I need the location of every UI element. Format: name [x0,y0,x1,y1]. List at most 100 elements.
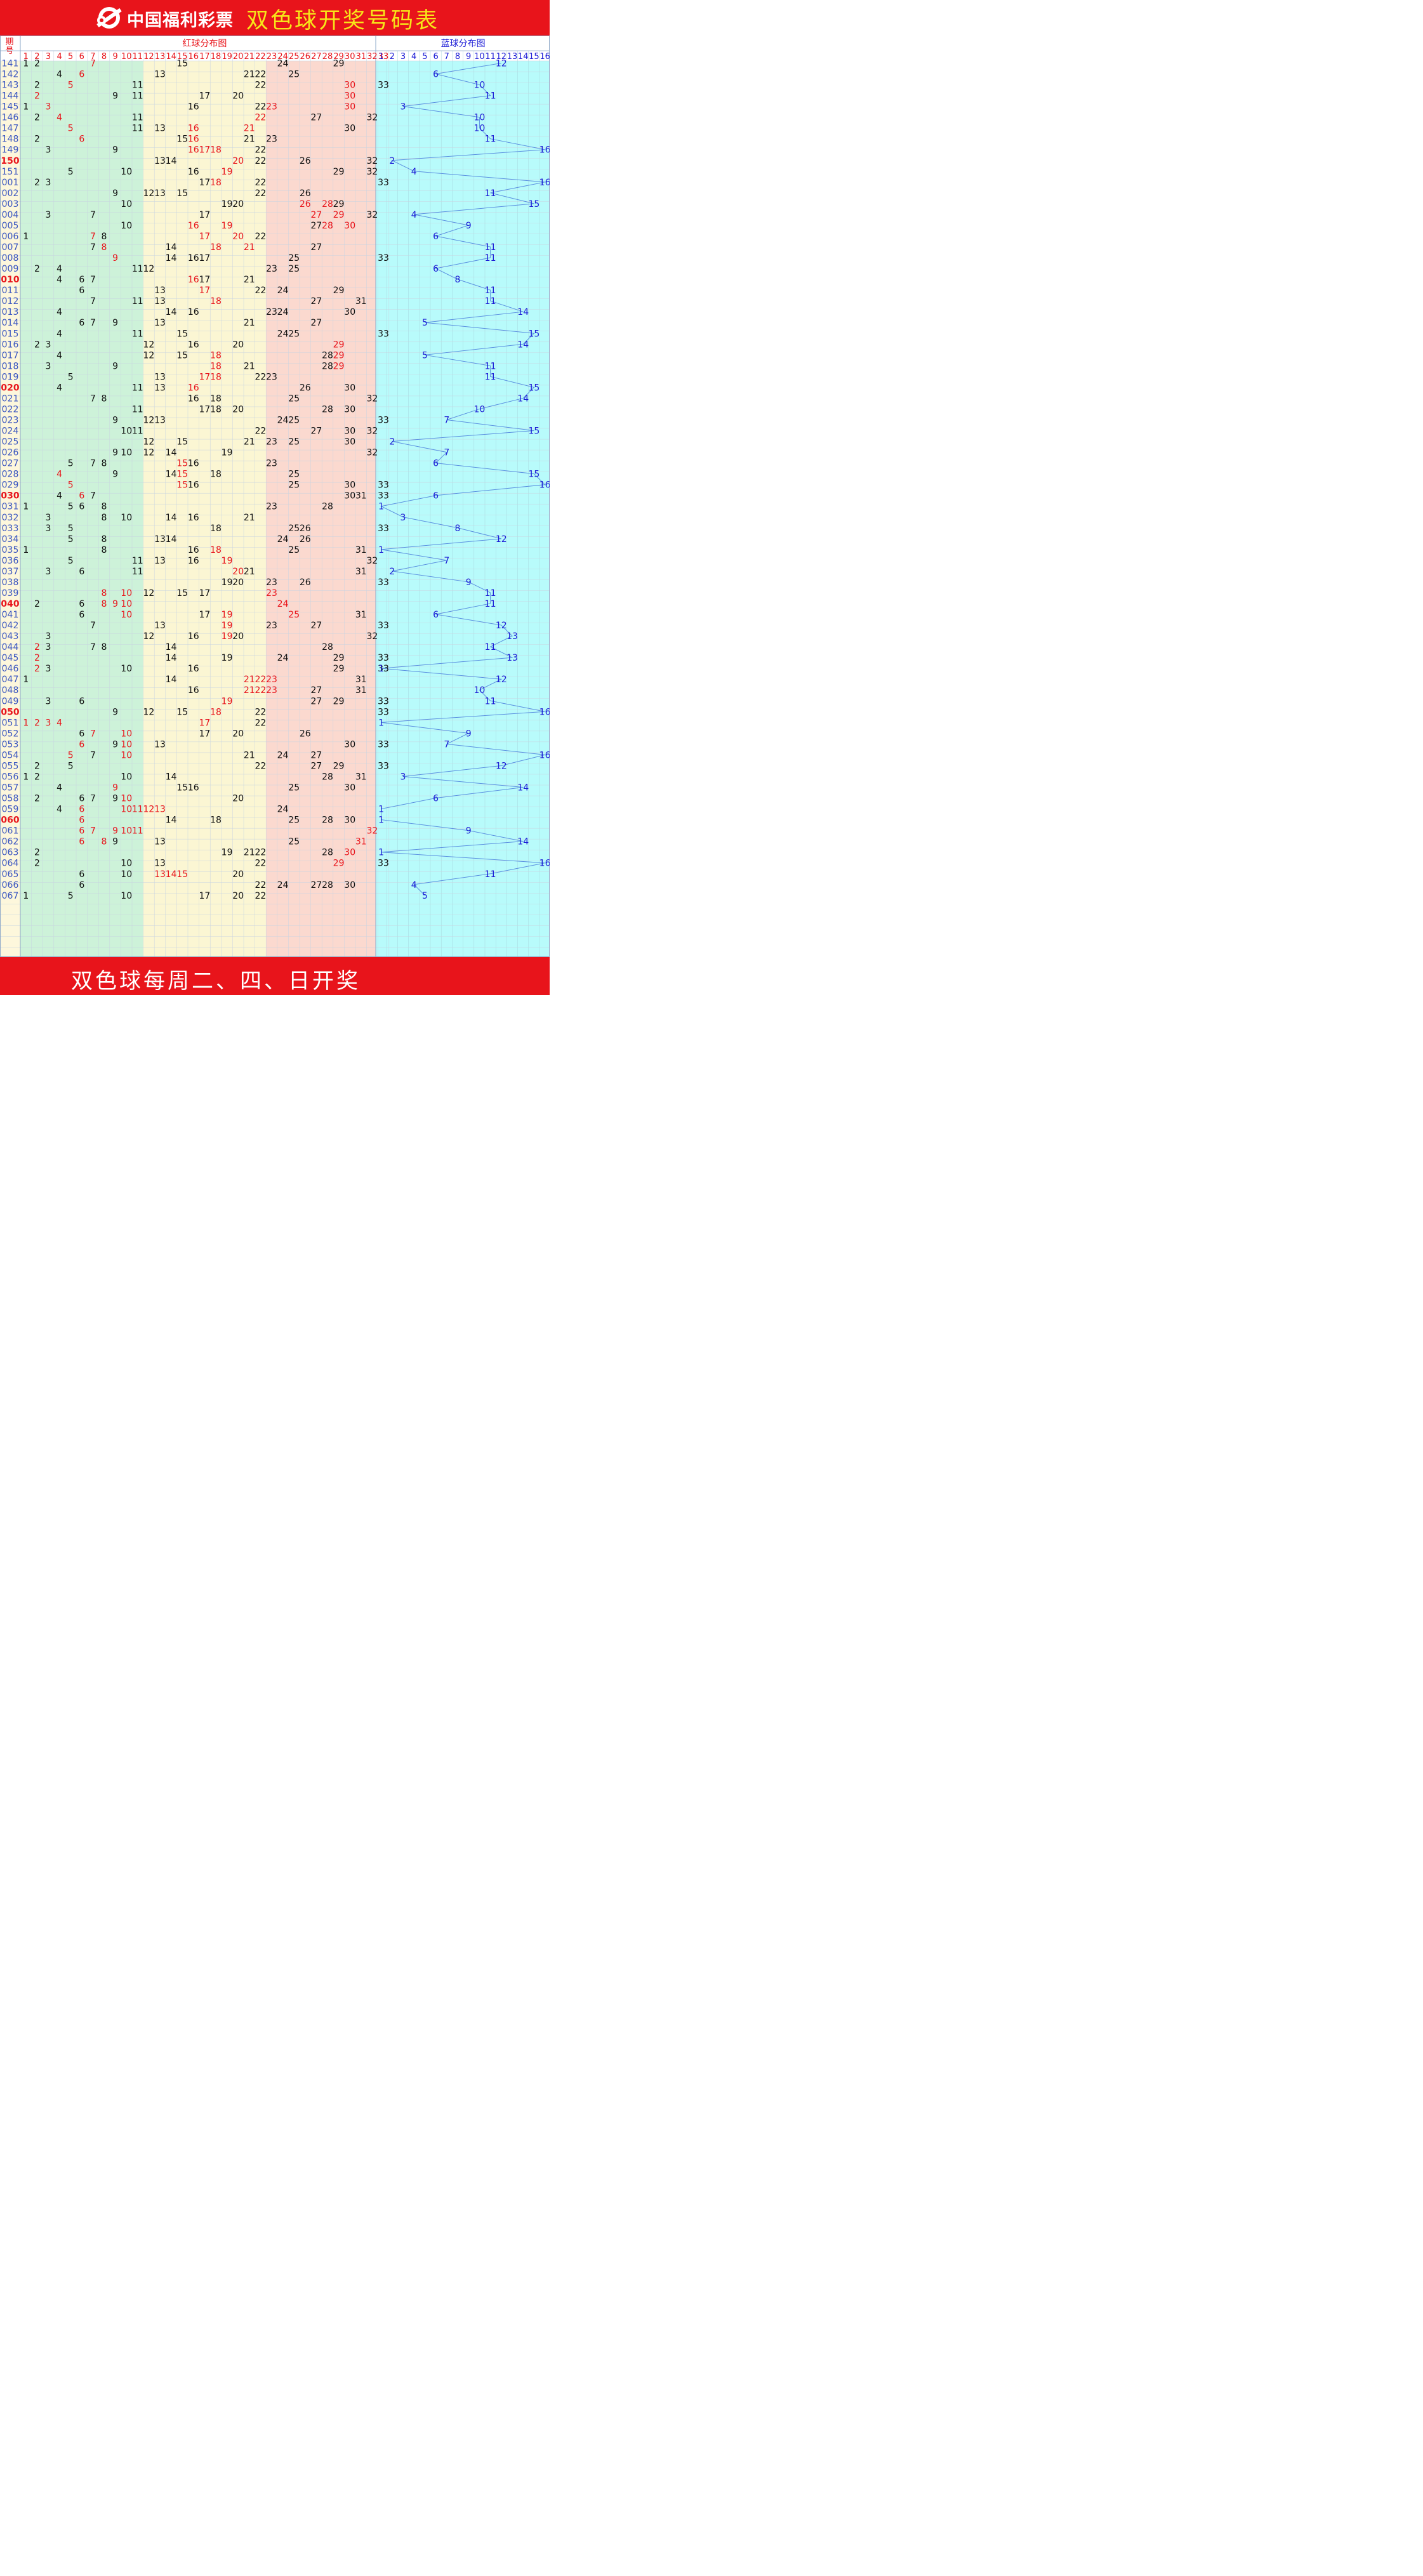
red-ball-number: 22 [255,372,266,382]
red-ball-number: 13 [154,286,166,296]
red-ball-number: 22 [255,675,266,685]
red-ball-number: 14 [166,448,177,458]
blue-ball-number: 6 [433,491,439,501]
red-ball-number: 21 [244,437,255,447]
red-ball-number: 10 [121,610,132,620]
red-column-label: 1 [23,52,29,62]
red-ball-number: 24 [277,805,289,815]
red-ball-number: 8 [102,459,107,469]
red-ball-number: 25 [288,610,300,620]
red-ball-number: 4 [56,350,62,360]
red-ball-number: 4 [56,783,62,793]
red-ball-number: 25 [288,545,300,555]
red-ball-number: 23 [266,621,277,631]
red-ball-number: 13 [154,859,166,869]
red-ball-number: 16 [188,307,199,317]
red-ball-number: 30 [344,91,355,102]
red-ball-number: 16 [188,253,199,263]
red-ball-number: 22 [255,880,266,890]
red-ball-number: 8 [102,642,107,652]
issue-label: 022 [2,404,19,414]
red-ball-number: 20 [232,404,244,414]
red-ball-number: 22 [255,718,266,728]
blue-ball-number: 14 [517,340,529,350]
blue-ball-number: 2 [389,437,395,447]
red-ball-number: 26 [300,534,311,545]
red-ball-number: 18 [210,707,222,717]
red-ball-number: 1 [23,772,29,782]
red-ball-number: 14 [166,642,177,652]
red-ball-number: 29 [333,696,345,706]
blue-ball-number: 10 [473,124,485,134]
red-ball-number: 8 [102,545,107,555]
issue-label: 146 [2,113,19,123]
red-zone-1-bg [20,36,143,957]
red-ball-number: 4 [56,470,62,480]
red-ball-number: 13 [154,70,166,80]
red-ball-number: 27 [310,221,322,231]
red-ball-number: 15 [176,480,188,491]
red-ball-number: 6 [79,837,84,847]
red-ball-number: 7 [90,393,96,404]
issue-label: 042 [2,621,19,631]
red-ball-number: 21 [244,242,255,253]
red-ball-number: 33 [378,480,389,491]
blue-ball-number: 11 [485,286,496,296]
red-ball-number: 16 [188,275,199,285]
red-ball-number: 22 [255,761,266,771]
red-ball-number: 3 [46,361,51,371]
red-ball-number: 13 [154,805,166,815]
red-ball-number: 13 [154,318,166,328]
red-ball-number: 6 [79,826,84,836]
red-ball-number: 33 [378,81,389,91]
red-ball-number: 21 [244,513,255,523]
red-ball-number: 18 [210,816,222,826]
red-ball-number: 12 [143,415,154,425]
red-ball-number: 13 [154,156,166,166]
issue-label: 036 [2,556,19,566]
red-ball-number: 16 [188,783,199,793]
red-ball-number: 5 [68,480,74,491]
red-ball-number: 12 [143,588,154,598]
blue-ball-number: 6 [433,459,439,469]
blue-column-label: 2 [390,52,395,62]
red-ball-number: 8 [102,513,107,523]
red-ball-number: 18 [210,178,222,188]
red-ball-number: 27 [310,426,322,437]
red-ball-number: 16 [188,459,199,469]
red-ball-number: 8 [102,393,107,404]
red-ball-number: 29 [333,340,345,350]
red-ball-number: 33 [378,621,389,631]
red-column-label: 13 [155,52,166,62]
red-ball-number: 31 [355,296,367,307]
blue-ball-number: 11 [485,135,496,145]
red-ball-number: 8 [102,599,107,609]
red-ball-number: 24 [277,286,289,296]
red-ball-number: 12 [143,707,154,717]
red-column-label: 2 [34,52,39,62]
blue-column-label: 14 [518,52,529,62]
red-ball-number: 27 [310,750,322,760]
red-ball-number: 13 [154,869,166,880]
red-ball-number: 31 [355,545,367,555]
red-ball-number: 25 [288,329,300,339]
blue-column-label: 1 [378,52,383,62]
red-ball-number: 31 [355,685,367,696]
red-ball-number: 7 [90,750,96,760]
red-ball-number: 22 [255,145,266,155]
red-ball-number: 28 [322,642,333,652]
column-headers: 期 号 红球分布图 蓝球分布图 1 2 3 4 5 6 7 8 9 10 11 12 13 14 15 16 1… [5,37,550,62]
blue-ball-number: 3 [400,772,406,782]
red-ball-number: 3 [46,567,51,577]
red-ball-number: 30 [344,880,355,890]
blue-ball-number: 14 [517,837,529,847]
red-ball-number: 19 [222,448,233,458]
red-ball-number: 28 [322,848,333,858]
issue-label: 040 [1,599,19,609]
red-ball-number: 13 [154,739,166,750]
red-ball-number: 14 [166,675,177,685]
red-ball-number: 21 [244,685,255,696]
red-column-label: 30 [345,52,355,62]
red-ball-number: 18 [210,361,222,371]
red-ball-number: 28 [322,350,333,360]
